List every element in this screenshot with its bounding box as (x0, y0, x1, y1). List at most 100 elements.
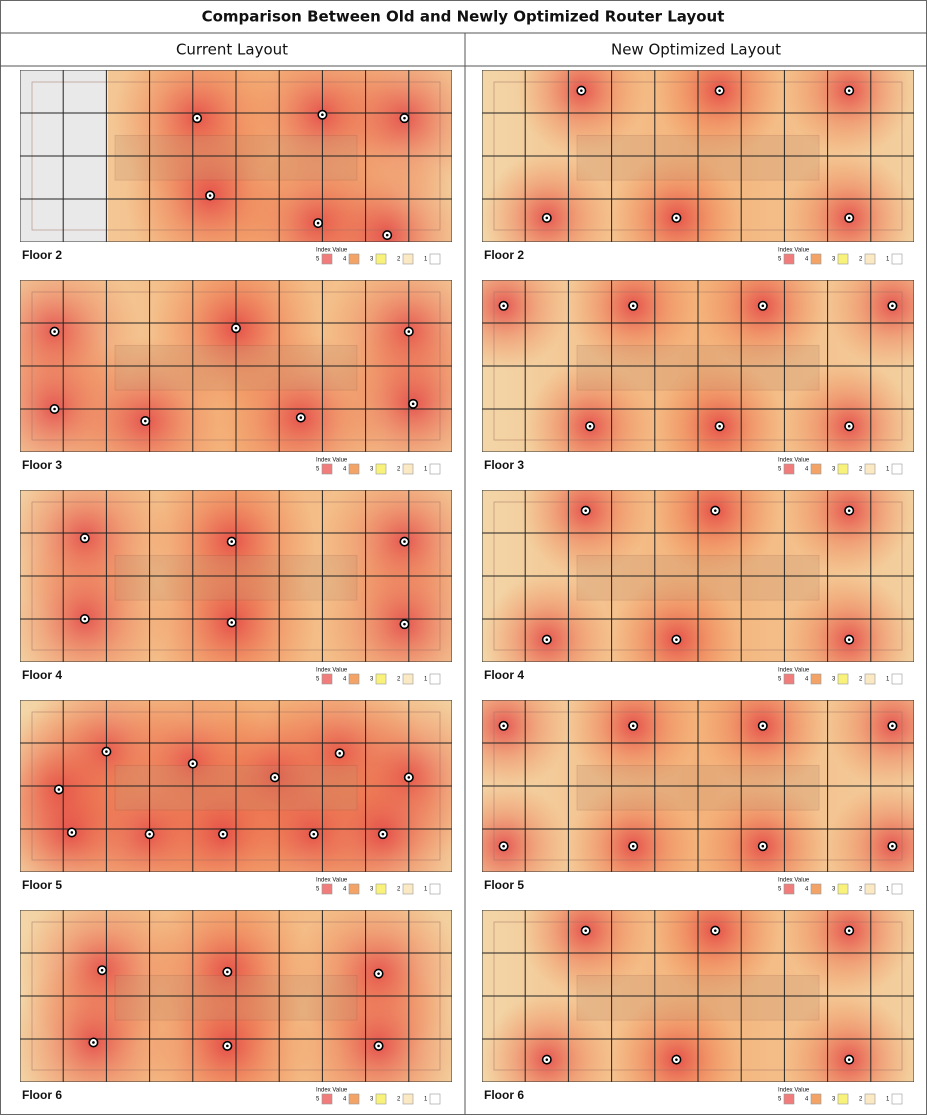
router-dot (71, 831, 74, 834)
legend-label: 5 (316, 887, 320, 893)
legend-swatch (784, 254, 794, 264)
router-dot (632, 305, 635, 308)
router-dot (317, 222, 320, 225)
legend-title: Index Value (778, 458, 810, 464)
router-dot (148, 833, 151, 836)
legend-swatch (376, 674, 386, 684)
floor-label: Floor 6 (484, 1088, 524, 1102)
legend-label: 2 (397, 257, 401, 263)
legend-swatch (892, 464, 902, 474)
legend-swatch (838, 884, 848, 894)
legend-label: 1 (886, 887, 890, 893)
legend-label: 2 (859, 257, 863, 263)
router-dot (675, 1058, 678, 1061)
legend-label: 1 (886, 677, 890, 683)
legend-swatch (865, 674, 875, 684)
legend-label: 2 (397, 887, 401, 893)
legend-title: Index Value (316, 248, 348, 254)
router-dot (105, 750, 108, 753)
legend-swatch (784, 674, 794, 684)
router-dot (209, 194, 212, 197)
router-dot (762, 725, 765, 728)
router-dot (53, 408, 56, 411)
router-dot (891, 845, 894, 848)
floor-panel: Floor 4Index Value54321 (482, 446, 914, 705)
router-dot (762, 305, 765, 308)
router-dot (632, 725, 635, 728)
floor-label: Floor 3 (22, 458, 62, 472)
legend-swatch (892, 1094, 902, 1104)
legend-label: 2 (397, 1097, 401, 1103)
router-dot (196, 117, 199, 120)
legend-swatch (322, 464, 332, 474)
legend-swatch (892, 254, 902, 264)
legend-label: 5 (778, 467, 782, 473)
legend-label: 5 (316, 677, 320, 683)
legend-swatch (403, 1094, 413, 1104)
floor-label: Floor 4 (22, 668, 62, 682)
router-dot (377, 972, 380, 975)
legend-label: 1 (886, 1097, 890, 1103)
legend-swatch (838, 1094, 848, 1104)
router-dot (386, 234, 389, 237)
floor-label: Floor 5 (484, 878, 524, 892)
legend-label: 1 (424, 467, 428, 473)
legend-swatch (784, 884, 794, 894)
router-dot (848, 217, 851, 220)
legend-label: 2 (859, 1097, 863, 1103)
legend-label: 1 (424, 887, 428, 893)
floor-panel: Floor 6 Index Value 5 4 3 2 1 (482, 866, 914, 1115)
floor-panel: Floor 4Index Value54321 (0, 453, 489, 709)
legend-label: 5 (778, 1097, 782, 1103)
router-dot (848, 509, 851, 512)
legend-label: 3 (370, 467, 374, 473)
router-dot (58, 788, 61, 791)
legend-label: 3 (832, 677, 836, 683)
router-dot (382, 833, 385, 836)
floor-label: Floor 2 (484, 248, 524, 262)
legend-swatch (811, 254, 821, 264)
legend-swatch (349, 464, 359, 474)
router-dot (312, 833, 315, 836)
router-dot (226, 1045, 229, 1048)
legend-swatch (403, 254, 413, 264)
legend-swatch (892, 674, 902, 684)
legend-swatch (811, 464, 821, 474)
floor-panel: Floor 3 Index Value 5 4 3 2 1 (0, 243, 498, 506)
legend-title: Index Value (778, 248, 810, 254)
legend-label: 4 (805, 1097, 809, 1103)
legend-swatch (430, 884, 440, 894)
floor-label: Floor 5 (22, 878, 62, 892)
legend-title: Index Value (778, 878, 810, 884)
legend-swatch (376, 254, 386, 264)
heatmap (439, 661, 927, 911)
legend-swatch (430, 464, 440, 474)
column-header: New Optimized Layout (611, 41, 781, 59)
router-dot (675, 217, 678, 220)
legend-title: Index Value (778, 668, 810, 674)
router-dot (546, 638, 549, 641)
legend-label: 5 (316, 467, 320, 473)
comparison-figure: Comparison Between Old and Newly Optimiz… (0, 0, 927, 1115)
heatmap (8, 885, 463, 1115)
legend-label: 4 (343, 257, 347, 263)
floor-label: Floor 2 (22, 248, 62, 262)
legend-swatch (349, 674, 359, 684)
floor-panel: Floor 5Index Value54321 (0, 667, 494, 920)
legend-swatch (865, 464, 875, 474)
legend-label: 3 (370, 257, 374, 263)
legend-label: 3 (832, 887, 836, 893)
floor-panel: Floor 5Index Value54321 (439, 661, 927, 911)
heatmap (20, 30, 489, 320)
router-dot (675, 638, 678, 641)
legend-swatch (403, 884, 413, 894)
legend-swatch (865, 884, 875, 894)
router-dot (403, 623, 406, 626)
router-dot (300, 416, 303, 419)
router-dot (502, 305, 505, 308)
legend-label: 5 (316, 1097, 320, 1103)
legend-label: 1 (886, 467, 890, 473)
router-dot (192, 762, 195, 765)
legend-label: 4 (805, 677, 809, 683)
